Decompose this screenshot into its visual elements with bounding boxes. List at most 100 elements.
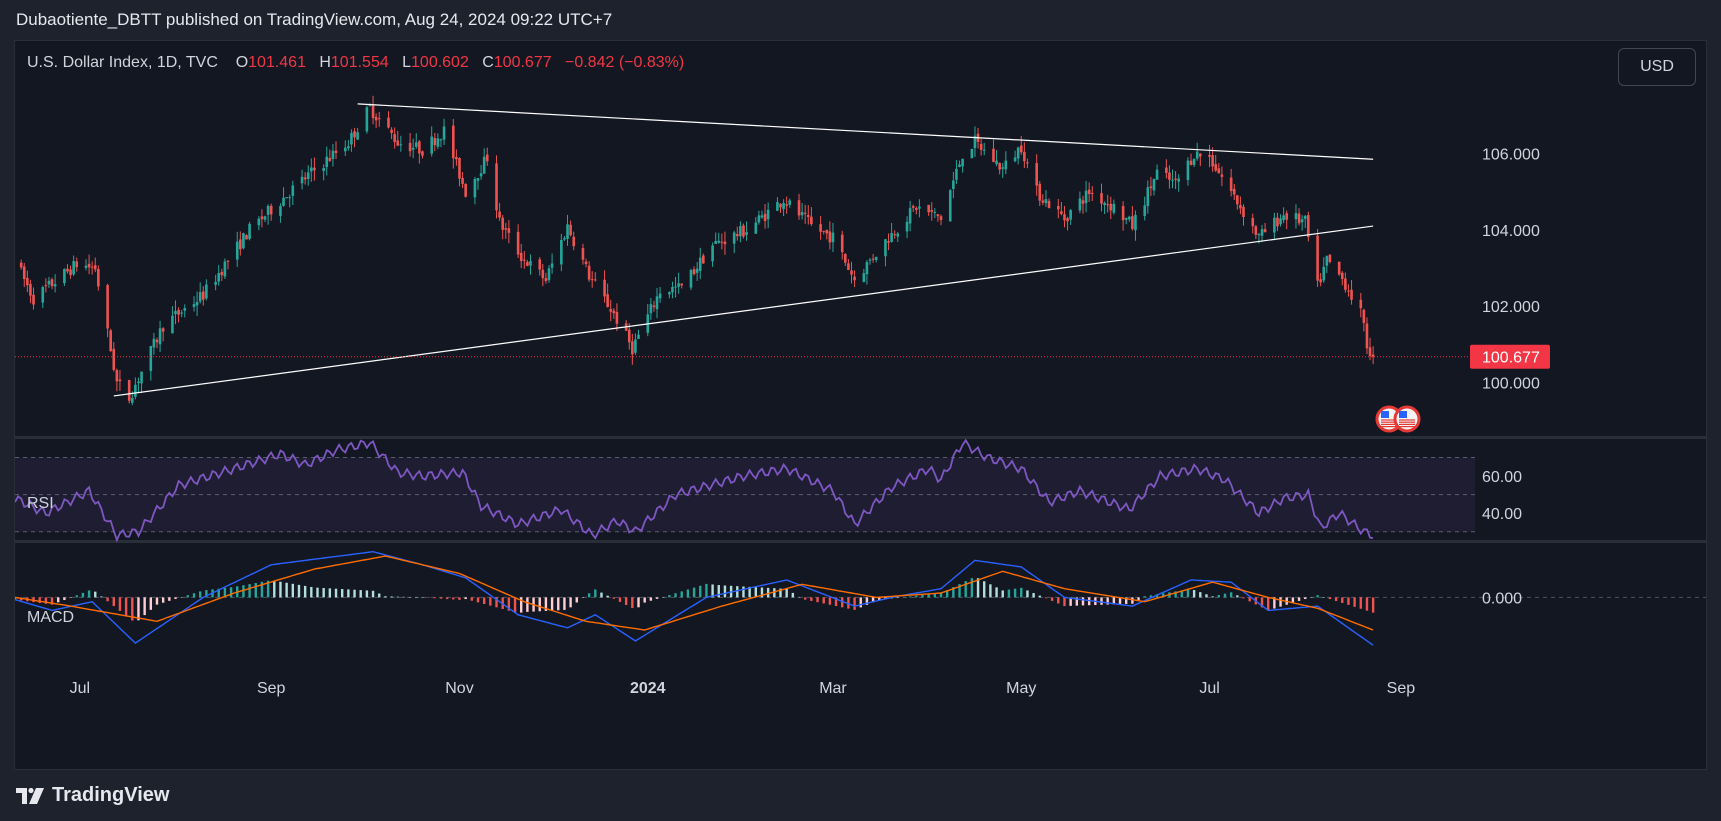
candle-body bbox=[1124, 217, 1128, 220]
candle-body bbox=[263, 216, 267, 220]
time-axis-tick: Sep bbox=[1387, 680, 1416, 697]
candle-body bbox=[495, 163, 498, 211]
macd-histogram-bar bbox=[785, 588, 788, 598]
macd-histogram-bar bbox=[248, 584, 251, 598]
candle-body bbox=[1242, 206, 1245, 218]
chart-container[interactable]: 100.677 106.000 104.000 102.000 100.000 60.00… bbox=[14, 40, 1707, 770]
macd-histogram-bar bbox=[192, 593, 196, 598]
candle-body bbox=[399, 144, 403, 146]
candle-body bbox=[717, 240, 721, 243]
candle-body bbox=[53, 284, 57, 287]
candle-body bbox=[742, 225, 745, 237]
macd-histogram-bar bbox=[69, 597, 72, 598]
candle-body bbox=[313, 167, 316, 171]
close-value: 100.677 bbox=[493, 54, 552, 71]
candle-body bbox=[1257, 234, 1261, 236]
macd-histogram-bar bbox=[618, 597, 622, 602]
candle-body bbox=[1325, 256, 1329, 266]
candle-body bbox=[1112, 203, 1116, 213]
candle-body bbox=[158, 328, 162, 345]
macd-histogram-bar bbox=[674, 593, 677, 598]
candle-body bbox=[1004, 160, 1008, 170]
currency-button[interactable]: USD bbox=[1618, 48, 1696, 86]
candle-body bbox=[90, 266, 94, 268]
macd-histogram-bar bbox=[384, 596, 387, 598]
macd-histogram-bar bbox=[131, 597, 134, 621]
candle-body bbox=[137, 381, 140, 384]
candle-body bbox=[1282, 215, 1285, 221]
candle-body bbox=[896, 233, 900, 237]
symbol-name[interactable]: U.S. Dollar Index, 1D, TVC bbox=[27, 54, 218, 71]
macd-histogram-bar bbox=[1162, 593, 1165, 598]
time-axis-tick: Sep bbox=[257, 680, 286, 697]
candle-body bbox=[828, 231, 832, 243]
candle-body bbox=[374, 116, 378, 121]
candle-body bbox=[109, 330, 112, 352]
candle-body bbox=[1211, 155, 1214, 167]
macd-histogram-bar bbox=[365, 590, 369, 598]
tradingview-logo-icon bbox=[16, 787, 44, 804]
macd-histogram-bar bbox=[217, 588, 220, 598]
candle-body bbox=[1109, 203, 1113, 211]
macd-histogram-bar bbox=[853, 597, 856, 610]
macd-histogram-bar bbox=[452, 597, 455, 600]
candle-body bbox=[593, 279, 597, 281]
rsi-pane-label[interactable]: RSI bbox=[27, 495, 54, 512]
candle-body bbox=[603, 279, 606, 297]
candle-body bbox=[1195, 151, 1199, 159]
candle-body bbox=[1038, 183, 1042, 201]
macd-histogram-bar bbox=[168, 597, 171, 601]
rsi-line bbox=[15, 438, 1374, 543]
candle-body bbox=[1208, 154, 1211, 157]
publisher-line: Dubaotiente_DBTT published on TradingVie… bbox=[16, 10, 613, 29]
macd-histogram-bar bbox=[1266, 597, 1270, 611]
candle-body bbox=[257, 218, 261, 226]
candle-body bbox=[1251, 218, 1255, 227]
candle-body bbox=[609, 308, 613, 312]
macd-histogram-bar bbox=[94, 591, 97, 598]
macd-histogram-bar bbox=[723, 585, 727, 598]
tradingview-brand: TradingView bbox=[16, 784, 169, 807]
candle-body bbox=[464, 183, 467, 197]
macd-histogram-bar bbox=[1026, 590, 1029, 598]
candle-body bbox=[84, 265, 88, 268]
candle-body bbox=[723, 241, 727, 245]
macd-histogram-bar bbox=[1334, 597, 1338, 602]
macd-histogram-bar bbox=[464, 597, 467, 600]
price-axis-tick: 104.000 bbox=[1482, 223, 1540, 240]
candle-body bbox=[390, 129, 393, 133]
macd-histogram-bar bbox=[1050, 597, 1054, 601]
candle-body bbox=[634, 339, 637, 353]
candle-body bbox=[1285, 213, 1289, 220]
candle-body bbox=[1026, 162, 1029, 164]
candle-body bbox=[1337, 261, 1341, 275]
macd-histogram-bar bbox=[38, 597, 41, 603]
macd-histogram-bar bbox=[550, 597, 554, 611]
macd-histogram-bar bbox=[631, 597, 634, 609]
candle-body bbox=[844, 253, 847, 263]
candle-body bbox=[1279, 218, 1282, 225]
macd-histogram-bar bbox=[100, 596, 103, 598]
candle-body bbox=[822, 230, 826, 232]
macd-histogram-bar bbox=[439, 597, 443, 599]
candle-body bbox=[1060, 211, 1063, 214]
candle-body bbox=[587, 265, 591, 280]
macd-histogram-bar bbox=[260, 581, 264, 598]
macd-pane-label[interactable]: MACD bbox=[27, 609, 75, 626]
candle-body bbox=[544, 278, 548, 282]
candle-body bbox=[66, 268, 69, 272]
candle-body bbox=[322, 168, 325, 171]
macd-histogram-bar bbox=[1100, 597, 1103, 605]
candle-body bbox=[1189, 160, 1193, 165]
candle-body bbox=[1121, 206, 1125, 221]
candle-body bbox=[149, 346, 153, 371]
candle-body bbox=[1106, 204, 1109, 206]
macd-histogram-bar bbox=[476, 597, 480, 603]
macd-histogram-bar bbox=[427, 597, 430, 598]
candle-body bbox=[192, 304, 196, 307]
macd-histogram-bar bbox=[513, 597, 517, 613]
macd-histogram-bar bbox=[390, 596, 393, 598]
candle-body bbox=[245, 235, 248, 240]
chart-canvas[interactable]: 100.677 106.000 104.000 102.000 100.000 60.00… bbox=[15, 41, 1706, 769]
macd-histogram-bar bbox=[1297, 597, 1301, 601]
